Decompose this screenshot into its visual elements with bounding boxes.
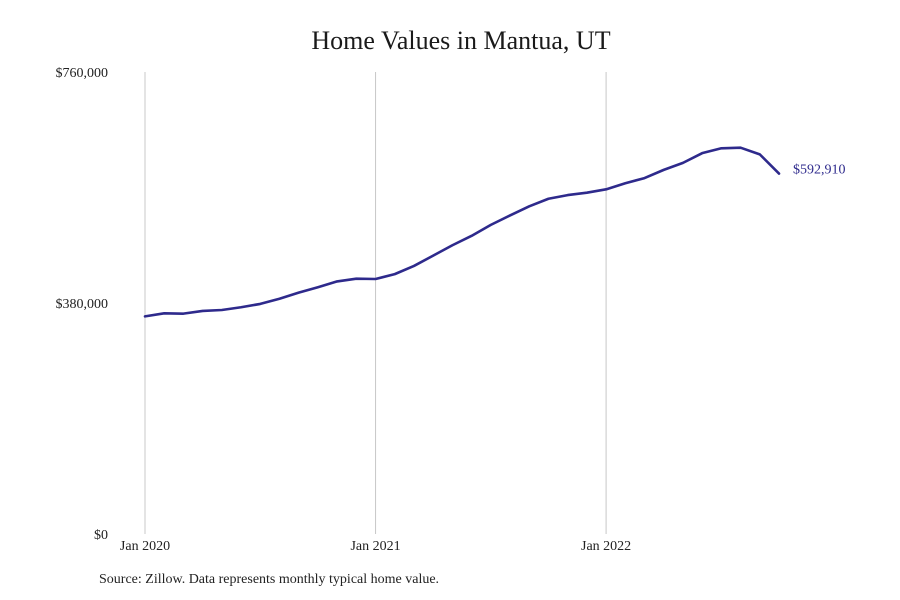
chart-title: Home Values in Mantua, UT (311, 26, 611, 55)
x-tick-label: Jan 2021 (350, 539, 400, 554)
y-tick-label: $760,000 (56, 66, 109, 81)
series-layer: $592,910 (143, 146, 846, 318)
y-tick-label: $0 (94, 528, 108, 543)
series-line (143, 146, 781, 318)
x-axis: Jan 2020 Jan 2021 Jan 2022 (120, 539, 631, 554)
gridlines (144, 72, 607, 534)
source-note: Source: Zillow. Data represents monthly … (99, 572, 440, 587)
end-value-label: $592,910 (793, 163, 846, 178)
x-tick-label: Jan 2022 (581, 539, 631, 554)
y-axis: $760,000 $380,000 $0 (56, 66, 109, 543)
x-tick-label: Jan 2020 (120, 539, 170, 554)
y-tick-label: $380,000 (56, 297, 109, 312)
